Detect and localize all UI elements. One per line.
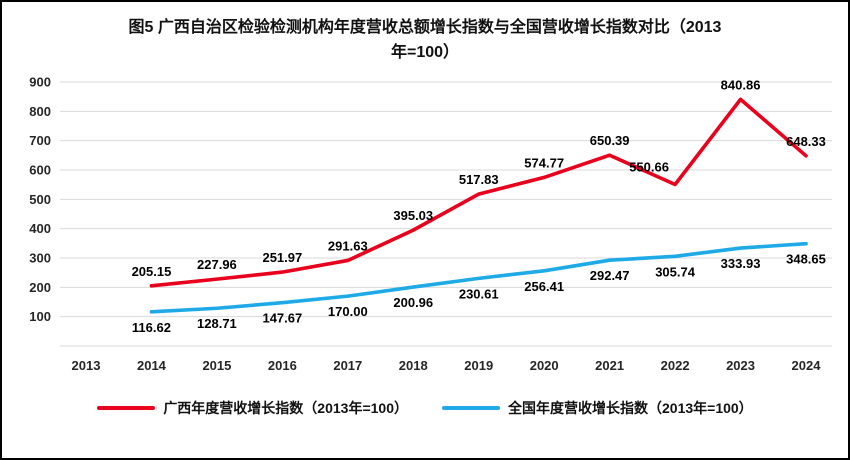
svg-text:550.66: 550.66 — [629, 159, 669, 174]
svg-text:2023: 2023 — [726, 358, 755, 373]
svg-text:648.33: 648.33 — [786, 133, 826, 148]
svg-text:333.93: 333.93 — [721, 256, 761, 271]
svg-text:2015: 2015 — [202, 358, 231, 373]
svg-text:517.83: 517.83 — [459, 172, 499, 187]
svg-text:2021: 2021 — [595, 358, 624, 373]
svg-text:2014: 2014 — [137, 358, 167, 373]
svg-text:291.63: 291.63 — [328, 238, 368, 253]
national-line-swatch — [442, 405, 500, 410]
svg-text:230.61: 230.61 — [459, 286, 499, 301]
legend-item-national: 全国年度营收增长指数（2013年=100） — [442, 398, 753, 418]
svg-text:900: 900 — [29, 74, 51, 89]
svg-text:128.71: 128.71 — [197, 316, 237, 331]
guangxi-legend-label: 广西年度营收增长指数（2013年=100） — [163, 399, 408, 416]
legend-item-guangxi: 广西年度营收增长指数（2013年=100） — [97, 398, 408, 418]
chart-legend: 广西年度营收增长指数（2013年=100） 全国年度营收增长指数（2013年=1… — [2, 398, 848, 418]
svg-text:251.97: 251.97 — [262, 250, 302, 265]
svg-text:200: 200 — [29, 279, 51, 294]
svg-text:2024: 2024 — [792, 358, 822, 373]
svg-text:227.96: 227.96 — [197, 257, 237, 272]
svg-text:305.74: 305.74 — [655, 264, 696, 279]
svg-text:500: 500 — [29, 191, 51, 206]
svg-text:200.96: 200.96 — [393, 295, 433, 310]
svg-text:395.03: 395.03 — [393, 208, 433, 223]
svg-text:2022: 2022 — [661, 358, 690, 373]
svg-text:700: 700 — [29, 133, 51, 148]
line-chart: 100 200 300 400 500 600 700 800 900 2013 2014 2015 2… — [29, 74, 832, 373]
svg-text:800: 800 — [29, 103, 51, 118]
svg-text:2013: 2013 — [72, 358, 101, 373]
svg-text:400: 400 — [29, 221, 51, 236]
svg-text:2017: 2017 — [333, 358, 362, 373]
svg-text:574.77: 574.77 — [524, 155, 564, 170]
svg-text:205.15: 205.15 — [132, 263, 172, 278]
svg-text:147.67: 147.67 — [262, 310, 302, 325]
svg-text:2020: 2020 — [530, 358, 559, 373]
svg-text:348.65: 348.65 — [786, 251, 826, 266]
svg-text:2016: 2016 — [268, 358, 297, 373]
svg-text:256.41: 256.41 — [524, 278, 564, 293]
svg-text:300: 300 — [29, 250, 51, 265]
svg-text:100: 100 — [29, 309, 51, 324]
svg-text:292.47: 292.47 — [590, 268, 630, 283]
svg-text:650.39: 650.39 — [590, 133, 630, 148]
svg-text:840.86: 840.86 — [721, 77, 761, 92]
svg-text:170.00: 170.00 — [328, 304, 368, 319]
svg-text:2018: 2018 — [399, 358, 428, 373]
plot-area: 100 200 300 400 500 600 700 800 900 2013 2014 2015 2… — [2, 68, 848, 390]
national-legend-label: 全国年度营收增长指数（2013年=100） — [508, 399, 753, 416]
svg-text:600: 600 — [29, 162, 51, 177]
guangxi-line-swatch — [97, 405, 156, 410]
svg-text:116.62: 116.62 — [132, 319, 171, 334]
chart-title: 图5 广西自治区检验检测机构年度营收总额增长指数与全国营收增长指数对比（2013… — [128, 19, 722, 61]
svg-text:2019: 2019 — [464, 358, 493, 373]
